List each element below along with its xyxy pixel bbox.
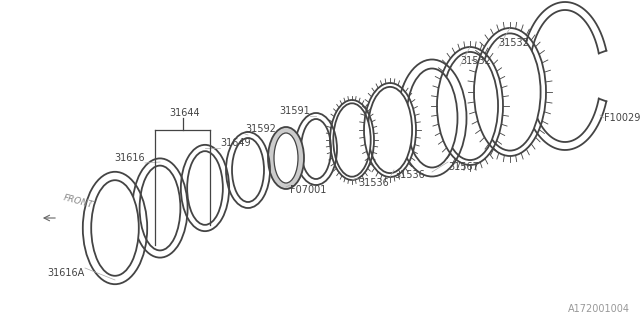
Ellipse shape: [140, 166, 180, 250]
Ellipse shape: [181, 145, 229, 231]
Text: F07001: F07001: [290, 185, 326, 195]
Ellipse shape: [479, 33, 541, 151]
Text: 31532: 31532: [498, 38, 529, 48]
Ellipse shape: [226, 132, 270, 208]
Ellipse shape: [333, 103, 371, 177]
Ellipse shape: [430, 40, 510, 172]
Ellipse shape: [268, 127, 304, 189]
Ellipse shape: [519, 0, 611, 152]
Text: 31536: 31536: [394, 170, 425, 180]
Ellipse shape: [274, 133, 298, 183]
Text: F10029: F10029: [604, 113, 640, 123]
Ellipse shape: [301, 119, 331, 179]
Text: 31649: 31649: [220, 138, 251, 148]
Ellipse shape: [268, 127, 304, 189]
Ellipse shape: [358, 77, 422, 183]
Text: 31532: 31532: [460, 56, 491, 66]
Ellipse shape: [467, 20, 554, 164]
Ellipse shape: [324, 95, 380, 185]
Ellipse shape: [368, 87, 412, 173]
Text: 31616A: 31616A: [48, 268, 85, 278]
Text: 31536: 31536: [358, 178, 388, 188]
Ellipse shape: [406, 68, 458, 167]
Text: FRONT: FRONT: [62, 193, 94, 210]
Ellipse shape: [295, 113, 337, 185]
Text: 31567: 31567: [448, 162, 479, 172]
Ellipse shape: [187, 151, 223, 225]
Ellipse shape: [397, 60, 467, 177]
Text: 31591: 31591: [279, 106, 310, 116]
Ellipse shape: [442, 52, 498, 160]
Ellipse shape: [91, 180, 139, 276]
Text: 31616: 31616: [115, 153, 145, 163]
Text: A172001004: A172001004: [568, 304, 630, 314]
Ellipse shape: [83, 172, 147, 284]
Text: 31592: 31592: [245, 124, 276, 134]
Ellipse shape: [232, 138, 264, 202]
Text: 31644: 31644: [170, 108, 200, 118]
Ellipse shape: [132, 158, 188, 258]
